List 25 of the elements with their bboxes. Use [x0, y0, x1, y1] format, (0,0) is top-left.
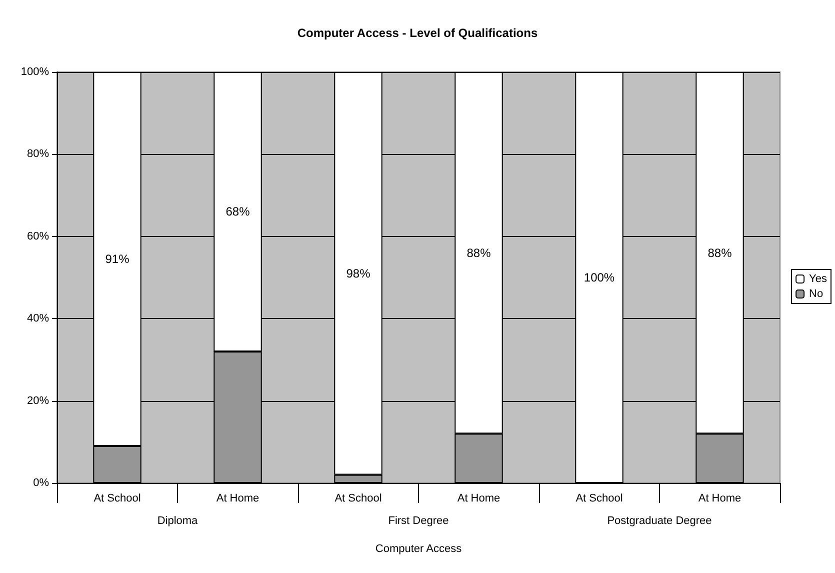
x-tick-label: At School [334, 492, 382, 504]
y-tick-label: 80% [26, 148, 50, 160]
x-tick-label: At School [576, 492, 623, 504]
y-tick-label: 100% [20, 66, 50, 78]
text: Postgraduate Degree [607, 515, 712, 527]
chart-title: Computer Access - Level of Qualifications [297, 26, 538, 40]
y-tick-label: 0% [33, 477, 50, 489]
y-tick-label: 40% [26, 312, 50, 325]
x-tick-label: At Home [698, 492, 742, 504]
data-label: 88% [466, 246, 492, 260]
data-label: 100% [584, 270, 615, 284]
y-tick-label: 20% [26, 394, 50, 407]
y-tick-label: 60% [26, 230, 50, 242]
text: Diploma [157, 515, 199, 527]
data-label: 91% [105, 252, 130, 266]
x-tick-label: At Home [457, 492, 500, 504]
data-label: 68% [226, 204, 250, 219]
x-tick-label: At Home [216, 492, 260, 504]
data-label: 88% [708, 246, 732, 260]
x-tick-label: At School [94, 492, 141, 504]
legend-label: No [809, 288, 824, 300]
legend-label: Yes [809, 273, 828, 285]
text: First Degree [388, 515, 449, 527]
x-axis-title: Computer Access [375, 543, 462, 555]
data-label: 98% [346, 266, 371, 280]
